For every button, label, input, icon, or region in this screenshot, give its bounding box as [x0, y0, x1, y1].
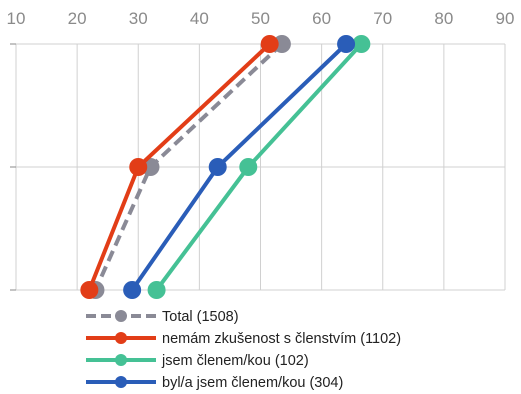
series-3-point-1 [208, 158, 227, 176]
chart-grid [10, 43, 506, 291]
series-1-point-1 [129, 158, 148, 176]
x-axis-ticks: 10 20 30 40 50 60 70 80 90 [7, 9, 515, 28]
chart-series [80, 35, 371, 299]
legend-label-0: Total (1508) [162, 309, 239, 325]
series-2-point-1 [239, 158, 258, 176]
x-tick-label-30: 30 [129, 9, 148, 28]
chart-legend: Total (1508) nemám zkušenost s členstvím … [86, 309, 401, 391]
x-tick-label-60: 60 [312, 9, 331, 28]
legend-label-3: byl/a jsem členem/kou (304) [162, 375, 343, 391]
x-tick-label-10: 10 [7, 9, 26, 28]
legend-label-1: nemám zkušenost s členstvím (1102) [162, 331, 401, 347]
x-tick-label-40: 40 [190, 9, 209, 28]
series-2-point-0 [352, 35, 371, 53]
series-3-point-0 [337, 35, 356, 53]
x-tick-label-50: 50 [251, 9, 270, 28]
x-tick-label-20: 20 [68, 9, 87, 28]
legend-label-2: jsem členem/kou (102) [161, 353, 309, 369]
series-1-point-0 [260, 35, 279, 53]
x-tick-label-90: 90 [496, 9, 515, 28]
series-2-point-2 [147, 281, 166, 299]
legend-swatch-marker-3 [115, 376, 127, 388]
legend-swatch-marker-2 [115, 354, 127, 366]
series-3-point-2 [123, 281, 142, 299]
legend-swatch-marker-1 [115, 332, 127, 344]
legend-swatch-marker-0 [115, 310, 127, 322]
x-tick-label-70: 70 [373, 9, 392, 28]
series-1-point-2 [80, 281, 99, 299]
x-tick-label-80: 80 [434, 9, 453, 28]
